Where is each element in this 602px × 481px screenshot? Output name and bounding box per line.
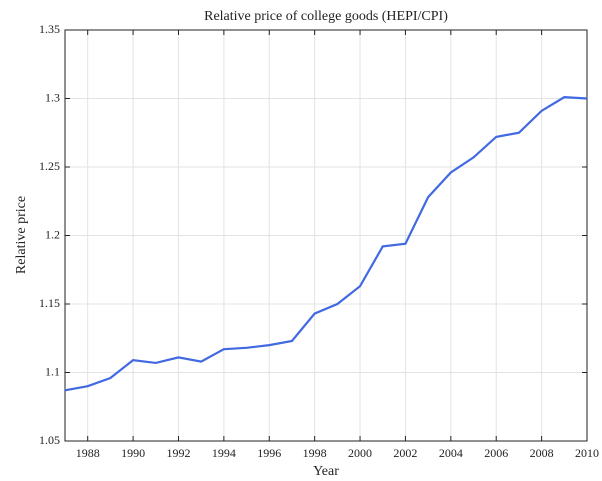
- y-tick-label: 1.15: [39, 296, 60, 310]
- x-tick-label: 1996: [257, 446, 281, 460]
- y-tick-label: 1.3: [45, 90, 60, 104]
- x-tick-label: 2000: [348, 446, 372, 460]
- y-axis-label: Relative price: [14, 196, 29, 274]
- data-line: [64, 96, 588, 392]
- x-tick-label: 1988: [76, 446, 100, 460]
- x-tick-label: 1998: [303, 446, 327, 460]
- x-tick-label: 2006: [484, 446, 508, 460]
- x-tick-label: 1994: [212, 446, 236, 460]
- x-tick-label: 1990: [121, 446, 145, 460]
- x-tick-label: 2008: [530, 446, 554, 460]
- y-tick-label: 1.2: [45, 227, 60, 241]
- x-tick-label: 2002: [393, 446, 417, 460]
- x-tick-label: 2004: [439, 446, 463, 460]
- x-tick-label: 2010: [575, 446, 599, 460]
- y-tick-label: 1.1: [45, 364, 60, 378]
- plot-frame: [64, 29, 588, 442]
- x-tick-label: 1992: [166, 446, 190, 460]
- x-axis-label: Year: [313, 464, 339, 479]
- y-tick-label: 1.35: [39, 22, 60, 36]
- chart-title: Relative price of college goods (HEPI/CP…: [204, 9, 448, 24]
- y-tick-label: 1.05: [39, 433, 60, 447]
- y-tick-label: 1.25: [39, 159, 60, 173]
